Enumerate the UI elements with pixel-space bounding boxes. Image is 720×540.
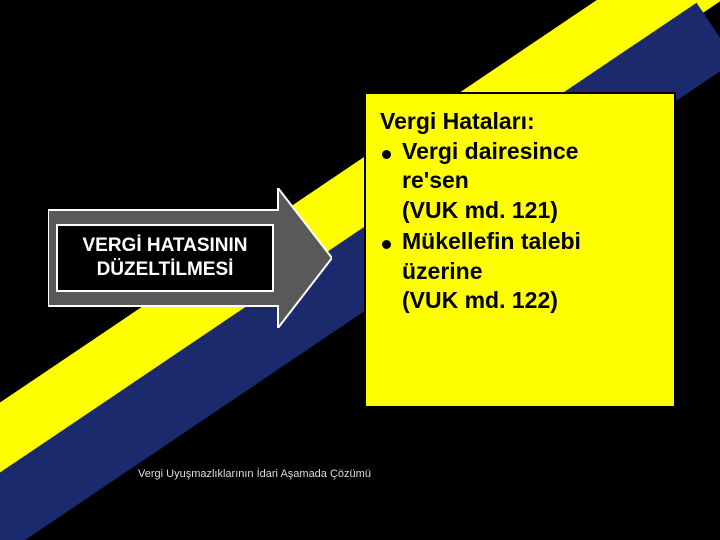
details-box: Vergi Hataları: Vergi dairesince re'sen … [364,92,676,408]
list-item-line: Vergi dairesince [402,138,578,164]
arrow-label: VERGİ HATASININ DÜZELTİLMESİ [82,234,247,282]
list-item-line: (VUK md. 121) [402,197,558,223]
list-item-line: re'sen [402,167,469,193]
list-item-line: (VUK md. 122) [402,287,558,313]
list-item-line: Mükellefin talebi [402,228,581,254]
bullet-icon [382,240,391,249]
list-item: Vergi dairesince re'sen (VUK md. 121) [380,137,660,225]
footer-text: Vergi Uyuşmazlıklarının İdari Aşamada Çö… [138,468,371,480]
arrow-block: VERGİ HATASININ DÜZELTİLMESİ [48,188,332,328]
list-item: Mükellefin talebi üzerine (VUK md. 122) [380,227,660,315]
list-item-line: üzerine [402,258,483,284]
bullet-icon [382,150,391,159]
details-title: Vergi Hataları: [380,108,660,135]
arrow-label-box: VERGİ HATASININ DÜZELTİLMESİ [56,224,274,292]
details-list: Vergi dairesince re'sen (VUK md. 121) Mü… [380,137,660,316]
